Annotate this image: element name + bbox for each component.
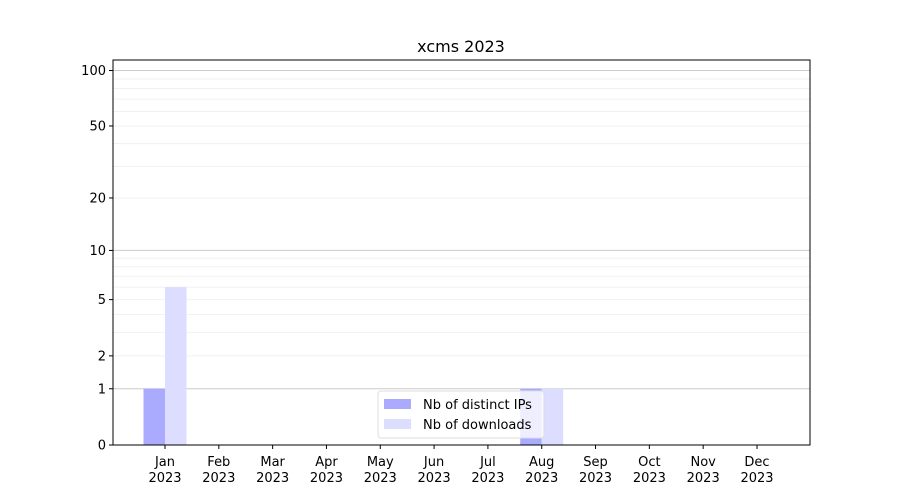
legend-label: Nb of distinct IPs bbox=[423, 398, 532, 413]
x-tick-label: May bbox=[367, 455, 394, 470]
x-tick-label: 2023 bbox=[364, 471, 397, 486]
x-tick-label: 2023 bbox=[418, 471, 451, 486]
x-tick-label: Sep bbox=[583, 455, 608, 470]
x-tick-label: 2023 bbox=[471, 471, 504, 486]
y-tick-label: 20 bbox=[89, 191, 106, 206]
x-tick-label: 2023 bbox=[633, 471, 666, 486]
y-tick-label: 0 bbox=[98, 439, 106, 454]
x-tick-label: 2023 bbox=[310, 471, 343, 486]
y-tick-label: 100 bbox=[81, 64, 106, 79]
x-tick-label: 2023 bbox=[148, 471, 181, 486]
x-tick-label: Jan bbox=[154, 455, 175, 470]
x-tick-label: 2023 bbox=[525, 471, 558, 486]
x-tick-label: Aug bbox=[529, 455, 554, 470]
legend-swatch bbox=[384, 419, 411, 429]
bar-nb-of-downloads-0 bbox=[165, 287, 187, 445]
x-tick-label: Nov bbox=[690, 455, 716, 470]
bar-nb-of-distinct-ips-0 bbox=[143, 388, 165, 445]
y-tick-label: 50 bbox=[89, 119, 106, 134]
x-tick-label: 2023 bbox=[740, 471, 773, 486]
legend: Nb of distinct IPs Nb of downloads bbox=[377, 390, 545, 439]
x-tick-label: Jun bbox=[423, 455, 444, 470]
x-tick-label: Jul bbox=[479, 455, 496, 470]
x-tick-label: 2023 bbox=[256, 471, 289, 486]
y-tick-label: 1 bbox=[98, 382, 106, 397]
bar-nb-of-downloads-7 bbox=[541, 388, 564, 445]
y-tick-label: 5 bbox=[98, 293, 106, 308]
x-tick-label: Mar bbox=[260, 455, 285, 470]
legend-swatch bbox=[384, 399, 411, 409]
y-tick-label: 10 bbox=[89, 244, 106, 259]
x-tick-label: 2023 bbox=[687, 471, 720, 486]
x-tick-label: Oct bbox=[638, 455, 660, 470]
legend-label: Nb of downloads bbox=[423, 418, 532, 433]
x-tick-label: Dec bbox=[744, 455, 769, 470]
x-tick-label: 2023 bbox=[579, 471, 612, 486]
legend-box bbox=[377, 390, 545, 439]
x-tick-label: 2023 bbox=[202, 471, 235, 486]
x-tick-label: Feb bbox=[207, 455, 230, 470]
plot-frame bbox=[112, 59, 811, 446]
chart-title: xcms 2023 bbox=[417, 37, 505, 56]
x-tick-label: Apr bbox=[315, 455, 338, 470]
y-tick-label: 2 bbox=[98, 349, 106, 364]
